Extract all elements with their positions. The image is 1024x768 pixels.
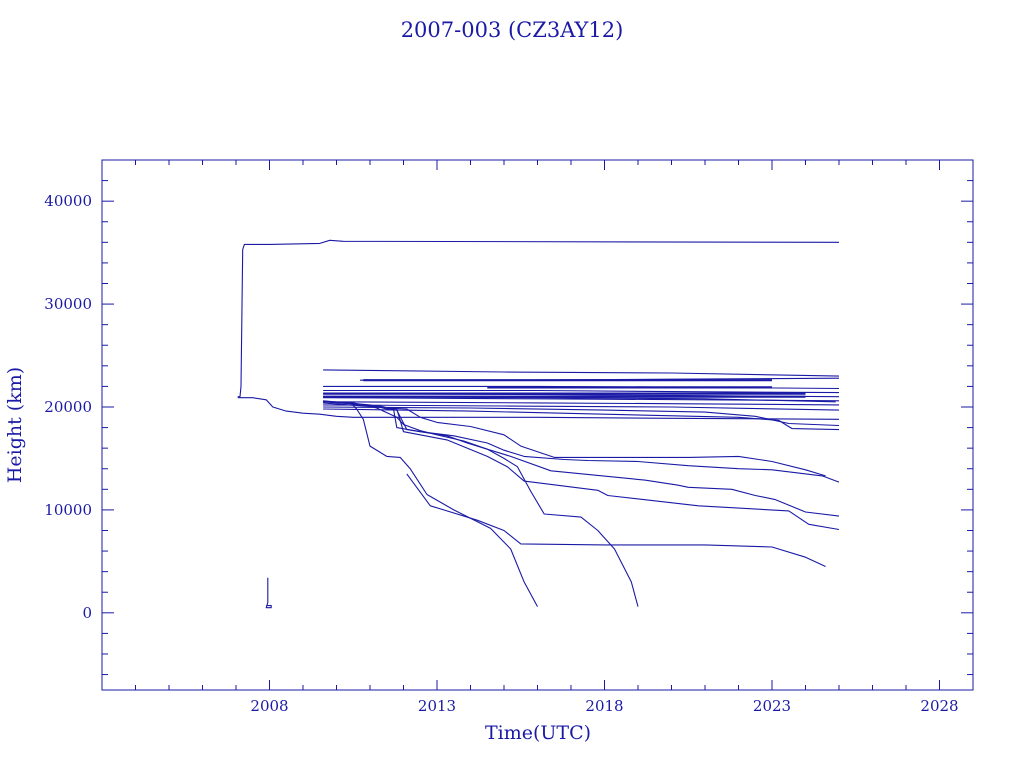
- x-tick-label: 2018: [585, 697, 623, 715]
- series-line-13: [323, 400, 840, 483]
- series-line-15: [323, 402, 840, 531]
- series-line-19: [406, 473, 826, 567]
- x-tick-label: 2008: [250, 697, 288, 715]
- y-tick-label: 40000: [44, 192, 92, 210]
- series-line-17: [349, 401, 538, 607]
- series-line-2: [265, 577, 272, 609]
- x-tick-label: 2028: [920, 697, 958, 715]
- x-axis-label: Time(UTC): [485, 722, 591, 744]
- series-layer: [237, 239, 840, 609]
- y-axis-label: Height (km): [4, 367, 26, 483]
- series-line-10: [323, 404, 840, 411]
- chart-title: 2007-003 (CZ3AY12): [401, 18, 624, 42]
- series-line-14: [323, 401, 840, 517]
- x-tick-label: 2023: [753, 697, 791, 715]
- series-line-18: [353, 403, 826, 477]
- y-tick-label: 30000: [44, 295, 92, 313]
- y-tick-label: 20000: [44, 398, 92, 416]
- plot-frame: [101, 159, 974, 691]
- series-line-1: [237, 397, 840, 420]
- axis-ticks: [101, 159, 974, 690]
- series-line-3: [323, 369, 840, 377]
- series-line-9: [323, 401, 840, 406]
- y-tick-label: 0: [82, 604, 92, 622]
- series-line-6: [323, 389, 840, 394]
- x-tick-label: 2013: [418, 697, 456, 715]
- series-line-0: [237, 239, 840, 398]
- y-tick-label: 10000: [44, 501, 92, 519]
- series-line-11: [323, 406, 840, 427]
- series-line-16: [323, 401, 639, 607]
- series-line-12: [323, 408, 840, 431]
- axis-tick-labels: 2008 2013 2018 2023 2028 0 10000 20000 30000 4000…: [44, 192, 958, 715]
